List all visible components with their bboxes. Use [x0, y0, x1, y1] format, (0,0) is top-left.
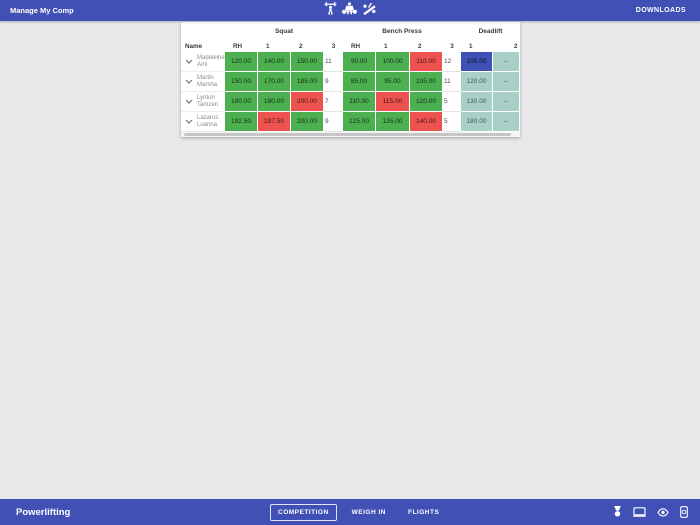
attempt-cell[interactable]: 100.00	[376, 52, 410, 72]
attempt-cell[interactable]: –	[493, 112, 520, 132]
top-app-bar: Manage My Comp	[0, 0, 700, 21]
column-header-deadlift-2: 2	[514, 42, 518, 50]
chevron-down-icon	[185, 79, 192, 84]
expand-row-button[interactable]	[181, 52, 196, 72]
table-horizontal-scrollbar[interactable]	[181, 132, 520, 137]
attempt-cell[interactable]: 95.00	[376, 72, 410, 92]
medal-icon[interactable]	[613, 506, 622, 518]
chevron-down-icon	[185, 59, 192, 64]
tab-competition[interactable]: COMPETITION	[270, 503, 337, 521]
attempt-cell[interactable]: 180.00	[461, 112, 493, 132]
attempt-cell[interactable]: 170.00	[258, 72, 291, 92]
bench-press-icon	[362, 2, 376, 20]
app-title: Manage My Comp	[10, 6, 74, 15]
attempt-cell[interactable]: 190.00	[258, 92, 291, 112]
tab-weigh-in[interactable]: WEIGH IN	[345, 505, 393, 520]
squat-icon	[324, 1, 337, 20]
attempt-cell[interactable]: 200.00	[291, 92, 324, 112]
attempt-cell[interactable]: 85.00	[343, 72, 376, 92]
attempt-cell[interactable]: 120.00	[461, 72, 493, 92]
attempt-cell[interactable]: 11	[443, 72, 461, 92]
attempt-cell[interactable]: 192.50	[225, 112, 258, 132]
attempt-cell[interactable]: 9	[324, 112, 343, 132]
scrollbar-thumb[interactable]	[184, 133, 511, 136]
lifters-table-card: Squat Bench Press Deadlift Name RH 1 2 3…	[181, 22, 520, 137]
group-header-spacer	[181, 22, 225, 40]
bottom-app-bar: Powerlifting COMPETITION WEIGH IN FLIGHT…	[0, 499, 700, 525]
attempt-cell[interactable]: 140.00	[410, 112, 443, 132]
attempt-cell[interactable]: 115.00	[376, 92, 410, 112]
column-header-squat-3: 3	[331, 42, 336, 50]
mobile-icon[interactable]	[680, 506, 688, 518]
column-header-deadlift-1: 1	[469, 42, 473, 50]
attempt-cell[interactable]: 5	[443, 112, 461, 132]
chevron-down-icon	[185, 99, 192, 104]
column-header-bench-2: 2	[418, 42, 422, 50]
lifter-row: Martin Marsha 150.00 170.00 185.00 9 85.…	[181, 72, 520, 92]
attempt-cell[interactable]: 12	[443, 52, 461, 72]
group-header-squat: Squat	[274, 27, 294, 35]
attempt-cell[interactable]: 150.00	[225, 72, 258, 92]
column-header-squat-1: 1	[266, 42, 270, 50]
lifter-name: Lynton Tamzen	[196, 92, 225, 112]
expand-row-button[interactable]	[181, 72, 196, 92]
display-icon[interactable]	[633, 507, 646, 517]
attempt-cell[interactable]: 197.50	[258, 112, 291, 132]
attempt-cell[interactable]: 110.00	[343, 92, 376, 112]
downloads-button[interactable]: DOWNLOADS	[635, 7, 686, 14]
module-title: Powerlifting	[16, 506, 71, 518]
group-header-deadlift: Deadlift	[478, 27, 503, 35]
attempt-cell[interactable]: 7	[324, 92, 343, 112]
attempt-cell[interactable]: –	[493, 92, 520, 112]
attempt-cell[interactable]: 5	[443, 92, 461, 112]
attempt-cell[interactable]: 120.00	[225, 52, 258, 72]
table-group-header-row: Squat Bench Press Deadlift	[181, 22, 520, 40]
tab-flights[interactable]: FLIGHTS	[401, 505, 446, 520]
lifter-row: Lynton Tamzen 180.00 190.00 200.00 7 110…	[181, 92, 520, 112]
attempt-cell[interactable]: 11	[324, 52, 343, 72]
attempt-cell[interactable]: 150.00	[291, 52, 324, 72]
app-bar-lifter-icons	[324, 1, 376, 20]
attempt-cell[interactable]: 185.00	[291, 72, 324, 92]
column-header-bench-1: 1	[384, 42, 388, 50]
attempt-cell[interactable]: 130.00	[461, 92, 493, 112]
column-header-bench-rh: RH	[351, 42, 361, 50]
attempt-cell[interactable]: 125.00	[343, 112, 376, 132]
eye-icon[interactable]	[657, 507, 669, 517]
group-header-bench-press: Bench Press	[382, 27, 422, 35]
attempt-cell[interactable]: –	[493, 72, 520, 92]
table-column-header-row: Name RH 1 2 3 RH 1 2 3 1 2	[181, 40, 520, 52]
attempt-cell[interactable]: –	[493, 52, 520, 72]
column-header-name: Name	[185, 42, 203, 50]
column-header-bench-3: 3	[450, 42, 454, 50]
expand-row-button[interactable]	[181, 92, 196, 112]
bottom-tabs: COMPETITION WEIGH IN FLIGHTS	[270, 503, 446, 521]
attempt-cell[interactable]: 105.00	[410, 72, 443, 92]
attempt-cell[interactable]: 9	[324, 72, 343, 92]
lifter-name: Lazarus Luanna	[196, 112, 225, 132]
attempt-cell[interactable]: 140.00	[258, 52, 291, 72]
column-header-squat-rh: RH	[233, 42, 243, 50]
attempt-cell[interactable]: 120.00	[410, 92, 443, 112]
lifter-name: Madeleine Ami	[196, 52, 225, 72]
expand-row-button[interactable]	[181, 112, 196, 132]
deadlift-icon	[341, 1, 358, 20]
attempt-cell[interactable]: 90.00	[343, 52, 376, 72]
lifter-row: Lazarus Luanna 192.50 197.50 200.00 9 12…	[181, 112, 520, 132]
column-header-squat-2: 2	[299, 42, 303, 50]
attempt-cell[interactable]: 200.00	[291, 112, 324, 132]
bottom-bar-icons	[613, 506, 688, 518]
lifter-name: Martin Marsha	[196, 72, 225, 92]
attempt-cell[interactable]: 110.00	[410, 52, 443, 72]
lifter-row: Madeleine Ami 120.00 140.00 150.00 11 90…	[181, 52, 520, 72]
attempt-cell[interactable]: 180.00	[225, 92, 258, 112]
chevron-down-icon	[185, 119, 192, 124]
attempt-cell[interactable]: 100.00	[461, 52, 493, 72]
attempt-cell[interactable]: 135.00	[376, 112, 410, 132]
